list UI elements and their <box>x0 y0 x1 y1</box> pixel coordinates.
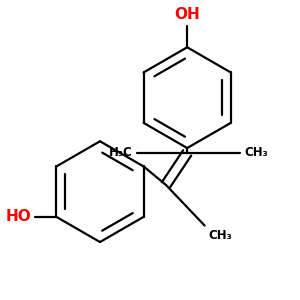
Text: CH₃: CH₃ <box>244 146 268 159</box>
Text: OH: OH <box>174 7 200 22</box>
Text: HO: HO <box>5 209 31 224</box>
Text: CH₃: CH₃ <box>208 230 232 242</box>
Text: H₃C: H₃C <box>109 146 133 159</box>
